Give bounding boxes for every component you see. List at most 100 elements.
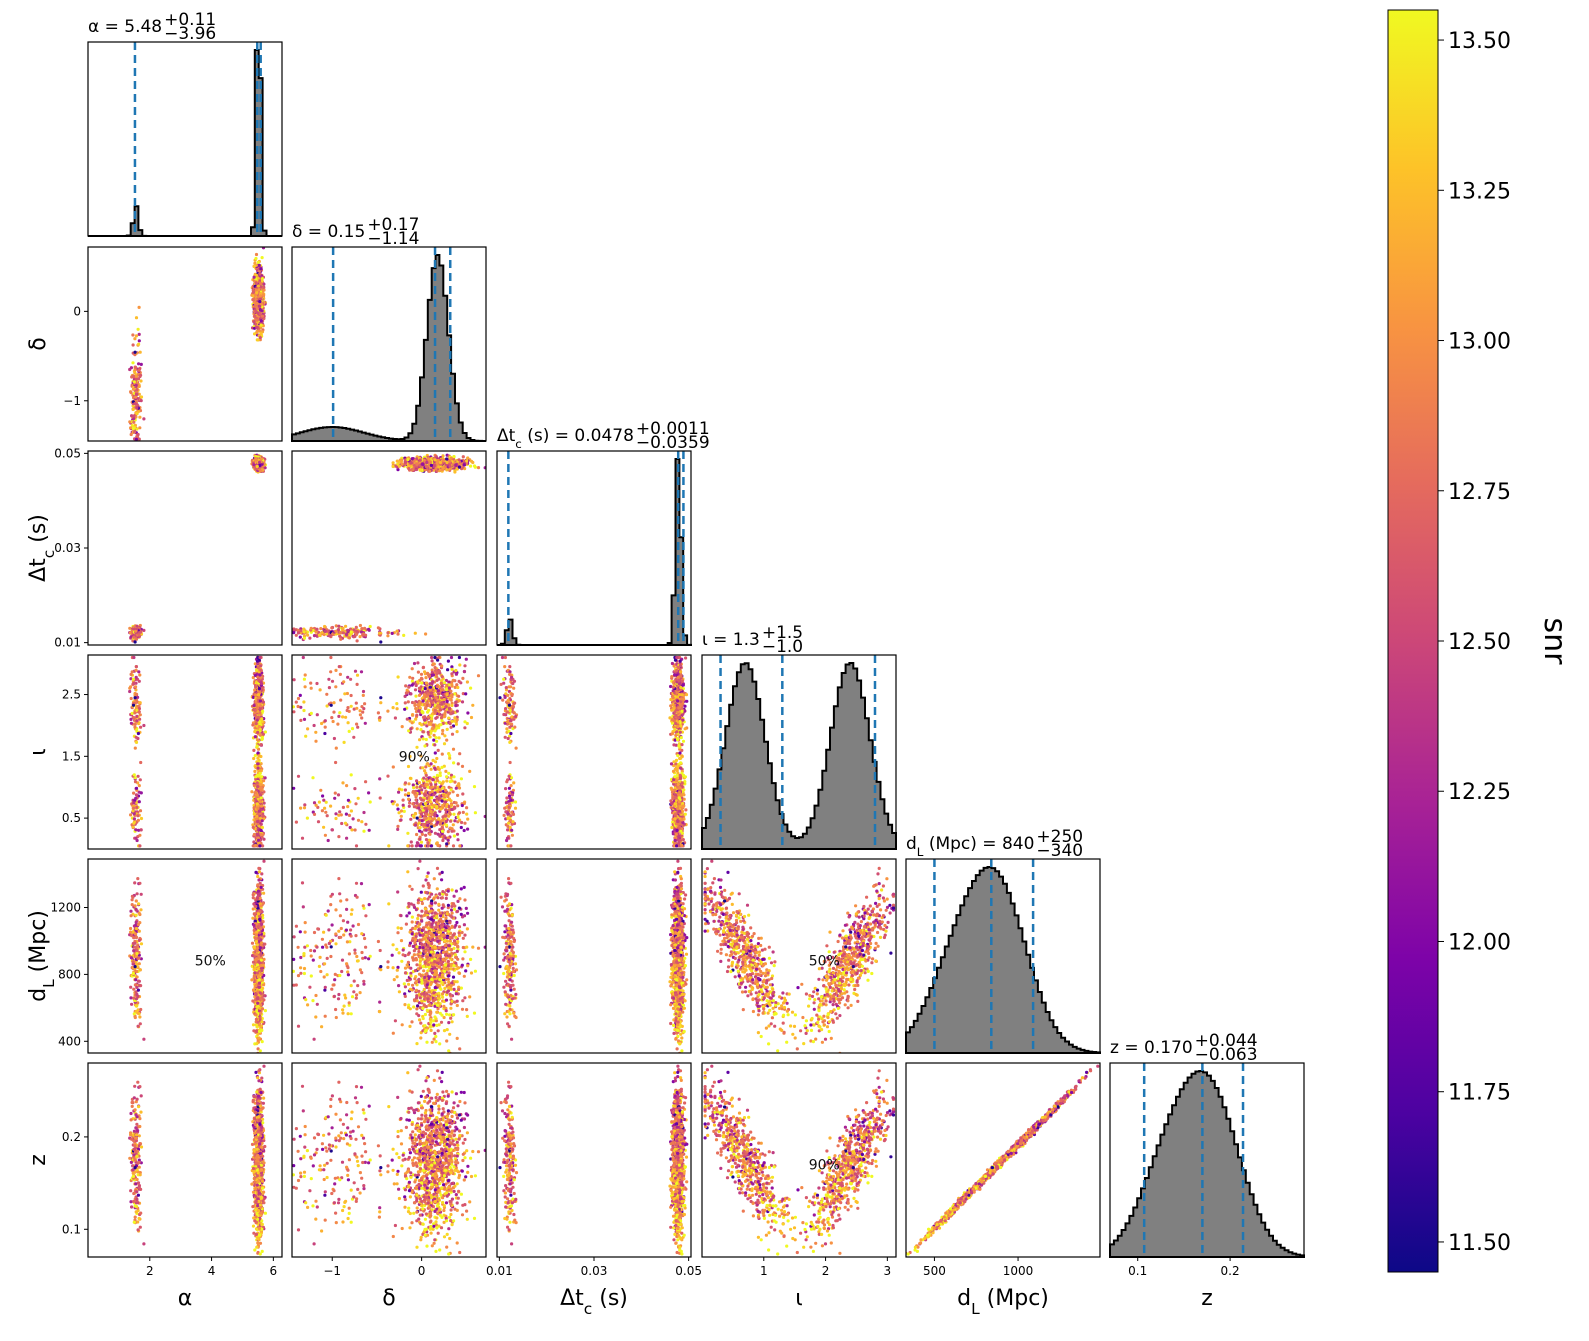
sample-point: [334, 624, 338, 628]
sample-point: [441, 458, 445, 462]
panel-delta-delta: δ = 0.15 +0.17−1.14: [291, 215, 487, 442]
sample-point: [341, 631, 345, 635]
sample-point: [133, 430, 137, 434]
sample-point: [139, 480, 142, 483]
ylabel-dtc: Δtc (s): [26, 514, 58, 582]
sample-point: [323, 624, 327, 629]
sample-point: [134, 828, 138, 832]
axes-frame: [291, 450, 487, 646]
sample-point: [138, 809, 143, 813]
sample-point: [409, 461, 413, 465]
sample-point: [410, 457, 414, 461]
sample-point: [254, 273, 258, 277]
sample-point: [336, 628, 341, 632]
sample-point: [139, 395, 144, 399]
sample-point: [259, 267, 263, 271]
sample-point: [136, 818, 140, 822]
sample-point: [395, 459, 399, 463]
scatter-iota-alpha: [128, 655, 267, 848]
sample-point: [407, 467, 411, 471]
sample-point: [308, 636, 312, 640]
sample-point: [359, 630, 364, 634]
sample-point: [133, 350, 137, 354]
sample-point: [315, 627, 319, 631]
axes-frame: [87, 450, 283, 646]
histogram-alpha: [88, 49, 282, 237]
sample-point: [137, 670, 141, 674]
sample-point: [137, 784, 141, 788]
sample-point: [250, 633, 253, 636]
sample-point: [441, 465, 445, 470]
sample-point: [338, 634, 342, 638]
sample-point: [327, 634, 331, 638]
sample-point: [252, 264, 256, 268]
sample-point: [260, 279, 264, 283]
sample-point: [129, 717, 133, 722]
sample-point: [136, 695, 140, 700]
sample-point: [132, 801, 136, 805]
sample-point: [396, 632, 400, 636]
sample-point: [434, 467, 438, 471]
sample-point: [286, 632, 289, 635]
sample-point: [306, 633, 310, 637]
sample-point: [131, 703, 136, 707]
sample-point: [256, 311, 260, 315]
sample-point: [142, 628, 146, 633]
sample-point: [254, 281, 258, 285]
sample-point: [139, 630, 143, 634]
sample-point: [259, 469, 263, 473]
sample-point: [429, 463, 433, 467]
sample-point: [255, 464, 259, 469]
sample-point: [138, 415, 142, 419]
sample-point: [128, 626, 132, 630]
sample-point: [341, 626, 345, 630]
sample-point: [254, 322, 258, 326]
sample-point: [132, 420, 136, 424]
sample-point: [252, 748, 256, 753]
sample-point: [262, 288, 266, 292]
sample-point: [294, 633, 298, 637]
sample-point: [403, 458, 408, 462]
sample-point: [250, 790, 254, 794]
sample-point: [360, 627, 364, 631]
sample-point: [364, 633, 368, 637]
sample-point: [449, 456, 453, 460]
sample-point: [323, 629, 327, 634]
sample-point: [257, 329, 261, 333]
histogram-dtc: [497, 458, 692, 646]
sample-point: [134, 316, 139, 320]
sample-point: [355, 639, 359, 643]
sample-point: [448, 464, 452, 468]
sample-point: [411, 467, 415, 472]
sample-point: [262, 801, 266, 805]
sample-point: [258, 300, 262, 304]
sample-point: [132, 812, 136, 816]
sample-point: [438, 460, 443, 465]
sample-point: [249, 630, 252, 633]
sample-point: [457, 458, 461, 462]
sample-point: [131, 387, 135, 391]
sample-point: [260, 256, 264, 260]
sample-point: [415, 462, 419, 466]
sample-point: [135, 406, 139, 410]
sample-point: [138, 713, 142, 717]
sample-point: [136, 327, 140, 331]
sample-point: [256, 738, 260, 742]
sample-point: [136, 432, 140, 437]
panel-iota-alpha: 0.51.52.5ι: [26, 654, 283, 850]
sample-point: [254, 458, 258, 462]
sample-point: [251, 298, 255, 302]
sample-point: [136, 447, 139, 450]
sample-point: [259, 319, 263, 323]
sample-point: [132, 817, 136, 821]
sample-point: [128, 420, 132, 424]
sample-point: [258, 272, 262, 276]
sample-point: [138, 778, 142, 782]
sample-point: [135, 714, 139, 719]
sample-point: [129, 696, 133, 701]
sample-point: [137, 305, 141, 309]
sample-point: [469, 464, 473, 468]
sample-point: [139, 791, 143, 795]
sample-point: [131, 361, 135, 365]
